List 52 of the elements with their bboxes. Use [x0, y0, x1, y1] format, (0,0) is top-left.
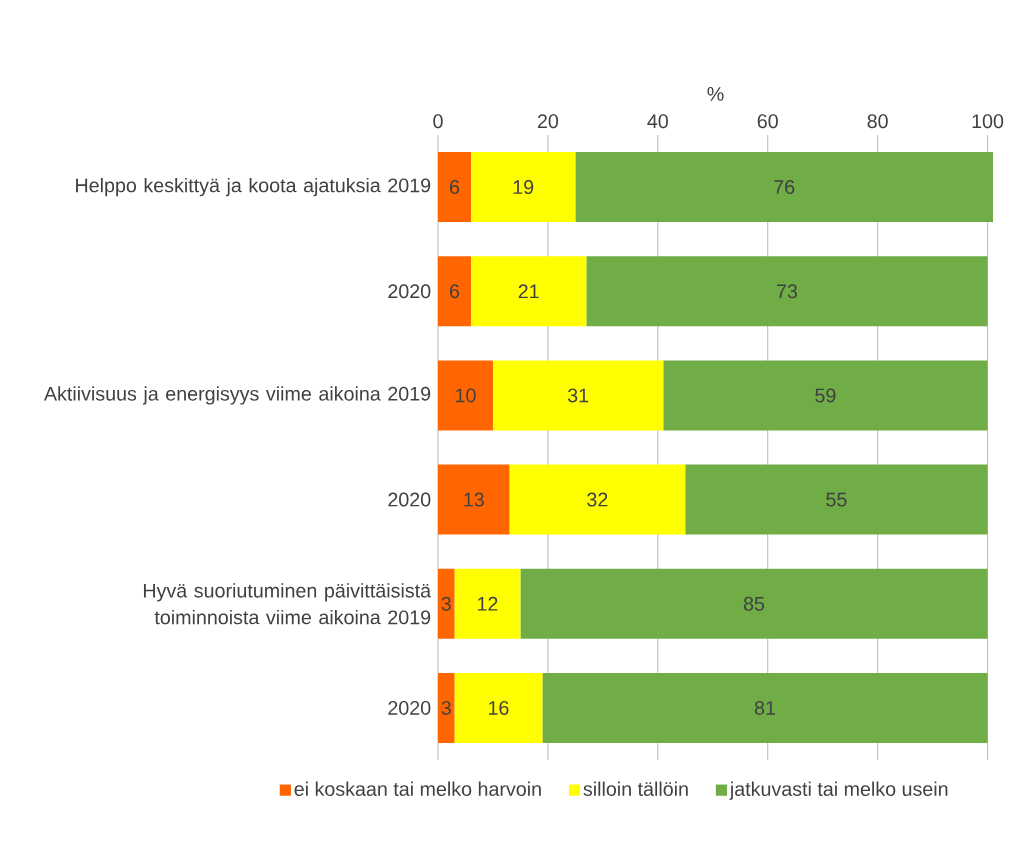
- bar: [438, 152, 471, 223]
- bar: [509, 464, 686, 535]
- data-label: 55: [826, 492, 847, 507]
- y-tick-label: 2020: [388, 492, 431, 507]
- y-tick-label: Hyvä suoriutuminen päivittäisistä toiminnoista viime aikoina 2019: [143, 583, 432, 625]
- bar: [542, 672, 988, 743]
- data-label: 73: [777, 284, 798, 299]
- y-tick-label: Aktiivisuus ja energisyys viime aikoina 2019: [43, 386, 431, 405]
- bar: [438, 360, 493, 431]
- x-tick-label: 80: [867, 114, 888, 129]
- x-tick-label: 20: [537, 114, 559, 129]
- data-label: 31: [567, 388, 589, 403]
- data-label: 6: [450, 284, 460, 299]
- y-tick-label: 2020: [388, 284, 431, 299]
- data-label: 3: [441, 700, 451, 715]
- data-label: 59: [815, 388, 836, 403]
- data-label: 16: [489, 700, 509, 715]
- data-label: 13: [464, 492, 484, 507]
- bar: [685, 464, 988, 535]
- bar: [438, 568, 455, 639]
- data-label: 76: [774, 180, 795, 195]
- y-tick-label: 2020: [388, 700, 431, 715]
- data-label: 12: [478, 596, 498, 611]
- bar: [438, 672, 455, 743]
- data-label: 10: [456, 388, 476, 403]
- data-label: 85: [743, 596, 765, 611]
- data-label: 6: [450, 180, 460, 195]
- bar: [492, 360, 664, 431]
- y-tick-label: Helppo keskittyä ja koota ajatuksia 2019: [76, 177, 431, 197]
- bar: [470, 152, 576, 223]
- data-label: 19: [513, 180, 534, 195]
- bar: [575, 152, 994, 223]
- data-label: 32: [587, 492, 608, 507]
- data-label: 21: [518, 284, 539, 299]
- x-tick-label: 0: [433, 114, 443, 129]
- legend-label: jatkuvasti tai melko usein: [729, 781, 948, 800]
- data-label: 3: [441, 596, 451, 611]
- bar: [454, 568, 521, 639]
- bar: [586, 256, 988, 327]
- x-tick-label: 100: [972, 114, 1004, 129]
- bar: [520, 568, 988, 639]
- bar: [438, 464, 510, 535]
- x-tick-label: 40: [647, 114, 668, 129]
- x-axis-title: %: [707, 87, 724, 101]
- data-label: 81: [754, 700, 775, 715]
- legend-label: ei koskaan tai melko harvoin: [294, 781, 541, 796]
- x-tick-label: 60: [757, 114, 778, 129]
- bar: [454, 672, 543, 743]
- bar: [663, 360, 988, 431]
- bar: [438, 256, 471, 327]
- legend-label: silloin tällöin: [583, 781, 688, 796]
- bar: [470, 256, 587, 327]
